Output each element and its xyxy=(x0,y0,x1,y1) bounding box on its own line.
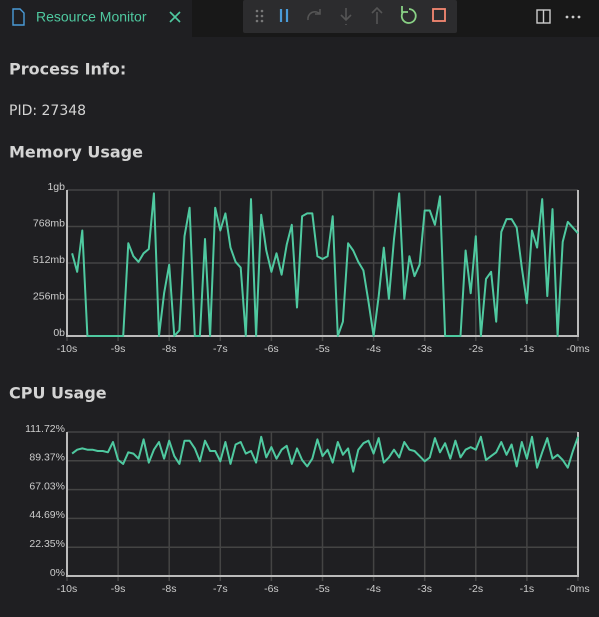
y-tick-label: 768mb xyxy=(33,217,65,229)
x-tick-label: -1s xyxy=(520,343,535,355)
x-tick-label: -9s xyxy=(111,343,126,355)
y-tick-label: 0b xyxy=(53,327,65,339)
pause-button[interactable] xyxy=(279,9,289,22)
axis xyxy=(66,190,579,337)
stop[interactable] xyxy=(432,8,446,22)
x-tick-label: -0ms xyxy=(566,343,589,355)
close-tab[interactable] xyxy=(169,11,181,23)
y-tick-label: 512mb xyxy=(33,254,65,266)
chart-title: CPU Usage xyxy=(9,384,107,403)
x-tick-label: -8s xyxy=(162,343,177,355)
x-tick-label: -6s xyxy=(264,583,279,595)
x-tick-label: -4s xyxy=(366,343,381,355)
x-tick-label: -4s xyxy=(366,583,381,595)
x-tick-label: -7s xyxy=(213,583,228,595)
tab-title: Resource Monitor xyxy=(36,9,147,25)
drag-handle xyxy=(255,9,264,23)
step-into[interactable] xyxy=(340,8,352,25)
data-line xyxy=(71,435,579,473)
x-tick-label: -10s xyxy=(57,343,77,355)
y-tick-label: 89.37% xyxy=(29,452,65,464)
x-tick-label: -3s xyxy=(417,343,432,355)
axis xyxy=(66,432,579,577)
x-tick-label: -5s xyxy=(315,583,330,595)
y-tick-label: 67.03% xyxy=(29,480,65,492)
x-tick-label: -10s xyxy=(57,583,77,595)
y-tick-label: 256mb xyxy=(33,290,65,302)
step-out[interactable] xyxy=(371,6,383,24)
step-over[interactable] xyxy=(307,9,321,21)
chart-title: Memory Usage xyxy=(9,143,143,162)
x-tick-label: -7s xyxy=(213,343,228,355)
x-tick-label: -5s xyxy=(315,343,330,355)
x-tick-label: -2s xyxy=(469,583,484,595)
restart[interactable] xyxy=(400,6,417,24)
pid: PID: 27348 xyxy=(9,103,86,119)
active-tab[interactable] xyxy=(0,0,192,37)
y-tick-label: 44.69% xyxy=(29,509,65,521)
y-tick-label: 22.35% xyxy=(29,538,65,550)
more-actions[interactable] xyxy=(565,15,581,19)
x-tick-label: -2s xyxy=(469,343,484,355)
y-tick-label: 111.72% xyxy=(25,423,65,435)
file-icon xyxy=(12,8,25,26)
x-tick-label: -6s xyxy=(264,343,279,355)
x-tick-label: -1s xyxy=(520,583,535,595)
x-tick-label: -3s xyxy=(417,583,432,595)
section-heading: Process Info: xyxy=(9,60,126,79)
y-tick-label: 1gb xyxy=(47,181,65,193)
y-tick-label: 0% xyxy=(50,567,65,579)
x-tick-label: -8s xyxy=(162,583,177,595)
data-line xyxy=(71,192,579,337)
x-tick-label: -0ms xyxy=(566,583,589,595)
x-tick-label: -9s xyxy=(111,583,126,595)
